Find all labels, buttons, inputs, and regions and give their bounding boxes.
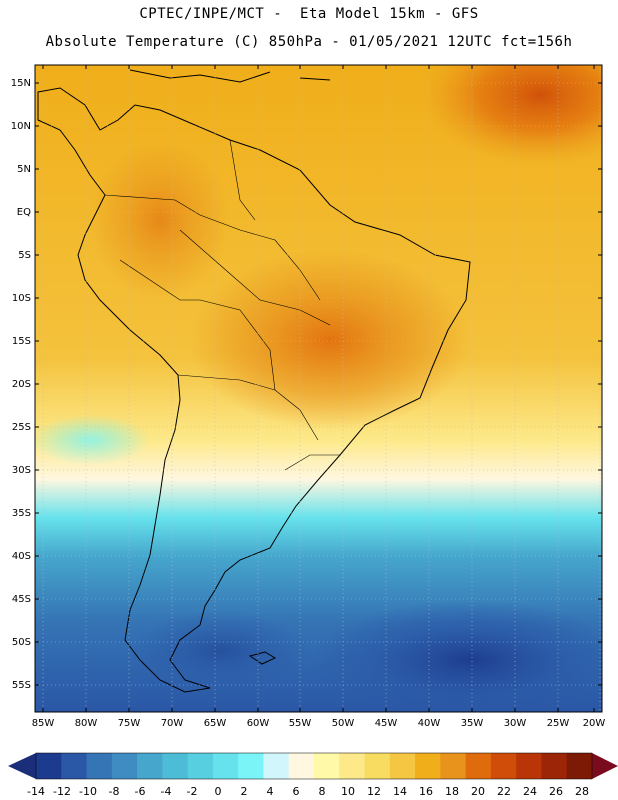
lat-label: 50S: [12, 637, 31, 648]
colorbar-swatch: [212, 753, 239, 779]
colorbar-label: 26: [549, 785, 563, 798]
colorbar-label: -4: [161, 785, 172, 798]
lat-label: 10S: [12, 293, 31, 304]
country-borders: [104, 139, 340, 471]
colorbar-swatch: [314, 753, 340, 779]
coastlines: [37, 69, 471, 693]
colorbar-labels: -14 -12 -10 -8 -6 -4 -2 0 2 4 6 8 10 12 …: [27, 785, 589, 798]
temperature-field: [35, 65, 602, 712]
colorbar-label: 22: [497, 785, 511, 798]
colorbar-label: -2: [187, 785, 198, 798]
colorbar-swatch: [415, 753, 441, 779]
lat-label: 20S: [12, 379, 31, 390]
lon-label: 70W: [161, 718, 184, 729]
colorbar-label: 2: [241, 785, 248, 798]
caribbean-coastline: [129, 69, 331, 83]
lat-label: 35S: [12, 508, 31, 519]
lat-label: 55S: [12, 680, 31, 691]
colorbar-label: -12: [53, 785, 71, 798]
colorbar-label: 16: [419, 785, 433, 798]
colorbar-label: 8: [319, 785, 326, 798]
colorbar-swatch: [490, 753, 517, 779]
south-america-coastline: [37, 87, 471, 693]
lat-label: 15N: [11, 78, 31, 89]
colorbar-swatch: [263, 753, 290, 779]
lon-label: 20W: [583, 718, 606, 729]
colorbar: -14 -12 -10 -8 -6 -4 -2 0 2 4 6 8 10 12 …: [8, 752, 618, 798]
colorbar-swatch: [238, 753, 264, 779]
colorbar-label: 10: [341, 785, 355, 798]
colorbar-swatch: [566, 753, 593, 779]
map-frame: [34, 64, 603, 713]
longitude-labels: 85W 80W 75W 70W 65W 60W 55W 50W 45W 40W …: [32, 718, 606, 729]
colorbar-swatch: [36, 753, 62, 779]
colorbar-label: 28: [575, 785, 589, 798]
colorbar-swatch: [389, 753, 416, 779]
lat-label: EQ: [17, 207, 31, 218]
grid-lines: [35, 65, 602, 712]
colorbar-label: 4: [267, 785, 274, 798]
lon-label: 75W: [118, 718, 141, 729]
lat-label: 25S: [12, 422, 31, 433]
colorbar-label: -10: [79, 785, 97, 798]
lat-label: 15S: [12, 336, 31, 347]
lat-label: 5S: [18, 250, 31, 261]
colorbar-frame: [35, 752, 593, 780]
colorbar-swatch: [541, 753, 568, 779]
map-title-line2: Absolute Temperature (C) 850hPa - 01/05/…: [45, 34, 573, 50]
colorbar-swatch: [339, 753, 366, 779]
colorbar-label: -8: [109, 785, 120, 798]
colorbar-swatch: [162, 753, 189, 779]
colorbar-label: 24: [523, 785, 537, 798]
colorbar-swatch: [61, 753, 88, 779]
lon-label: 85W: [32, 718, 55, 729]
colorbar-underflow-arrow: [8, 753, 36, 779]
lat-label: 30S: [12, 465, 31, 476]
colorbar-swatches: [36, 753, 593, 779]
lon-label: 40W: [418, 718, 441, 729]
colorbar-label: 18: [445, 785, 459, 798]
lon-label: 45W: [375, 718, 398, 729]
lat-label: 40S: [12, 551, 31, 562]
colorbar-swatch: [516, 753, 542, 779]
colorbar-label: 12: [367, 785, 381, 798]
latitude-labels: 15N 10N 5N EQ 5S 10S 15S 20S 25S 30S 35S…: [11, 78, 31, 691]
colorbar-label: -14: [27, 785, 45, 798]
lon-label: 50W: [332, 718, 355, 729]
lon-label: 25W: [547, 718, 570, 729]
lon-label: 30W: [504, 718, 527, 729]
colorbar-swatch: [111, 753, 138, 779]
axis-ticks: [35, 65, 602, 712]
lat-label: 45S: [12, 594, 31, 605]
lon-label: 55W: [289, 718, 312, 729]
colorbar-label: 20: [471, 785, 485, 798]
colorbar-overflow-arrow: [592, 753, 618, 779]
colorbar-label: 6: [293, 785, 300, 798]
colorbar-swatch: [364, 753, 391, 779]
colorbar-label: 0: [215, 785, 222, 798]
lon-label: 65W: [204, 718, 227, 729]
colorbar-swatch: [465, 753, 492, 779]
colorbar-label: -6: [135, 785, 146, 798]
lon-label: 80W: [75, 718, 98, 729]
colorbar-swatch: [288, 753, 315, 779]
colorbar-swatch: [137, 753, 163, 779]
colorbar-swatch: [440, 753, 467, 779]
lat-label: 10N: [11, 121, 31, 132]
lat-label: 5N: [17, 164, 31, 175]
lon-label: 35W: [461, 718, 484, 729]
colorbar-label: 14: [393, 785, 407, 798]
map-title-line1: CPTEC/INPE/MCT - Eta Model 15km - GFS: [139, 6, 479, 22]
colorbar-swatch: [86, 753, 113, 779]
lon-label: 60W: [247, 718, 270, 729]
colorbar-swatch: [187, 753, 214, 779]
